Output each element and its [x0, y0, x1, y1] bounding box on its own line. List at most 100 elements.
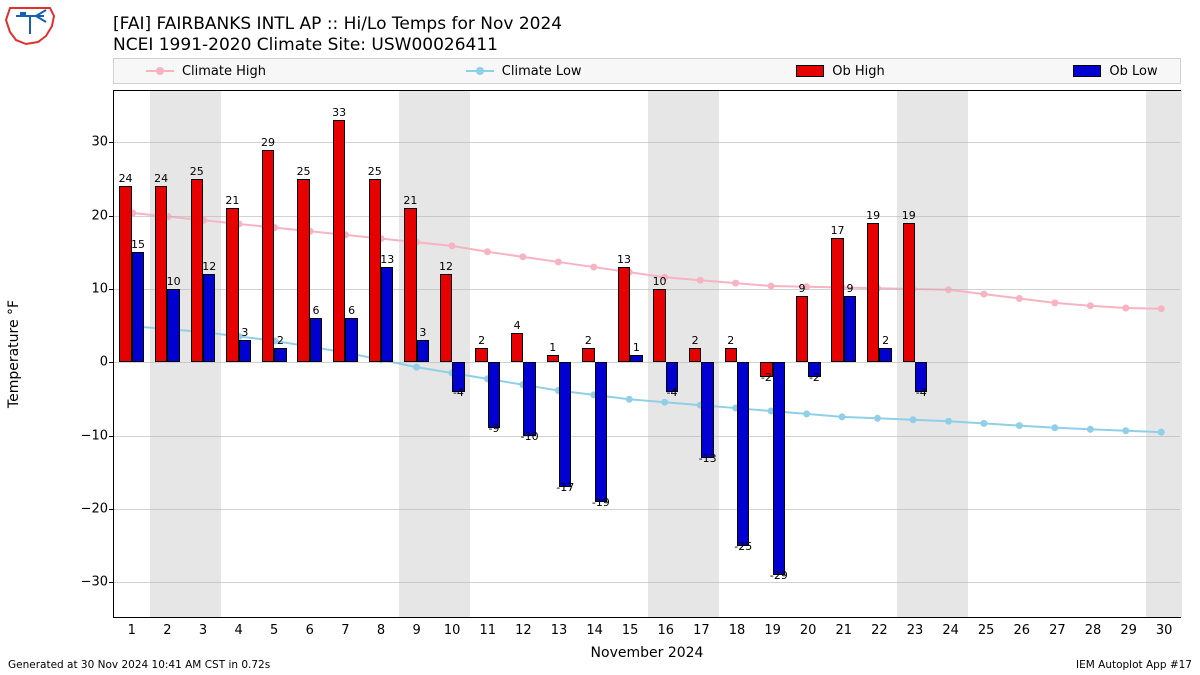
ob-high-bar: [191, 179, 203, 362]
climate-low-marker: [1087, 426, 1094, 433]
climate-low-marker: [1158, 429, 1165, 436]
bar-value-label: 19: [866, 209, 880, 222]
x-tick-label: 6: [306, 623, 314, 638]
bar-value-label: -2: [809, 371, 820, 384]
bar-value-label: -4: [916, 386, 927, 399]
ob-high-bar: [582, 348, 594, 363]
x-tick-label: 11: [480, 623, 497, 638]
legend-label: Ob High: [832, 64, 885, 79]
bar-value-label: 13: [617, 253, 631, 266]
bar-value-label: 25: [190, 165, 204, 178]
ob-low-bar: [345, 318, 357, 362]
climate-high-marker: [980, 291, 987, 298]
ob-high-bar: [796, 296, 808, 362]
x-tick-label: 29: [1120, 623, 1137, 638]
legend-item-climate-high: Climate High: [146, 64, 266, 79]
x-tick-label: 13: [551, 623, 568, 638]
ob-high-bar: [119, 186, 131, 362]
x-tick-label: 15: [622, 623, 639, 638]
x-axis-label: November 2024: [591, 645, 704, 661]
climate-high-marker: [1087, 302, 1094, 309]
ob-high-bar: [618, 267, 630, 362]
x-tick-label: 17: [693, 623, 710, 638]
ob-high-bar: [725, 348, 737, 363]
x-tick-label: 25: [978, 623, 995, 638]
ob-low-bar: [559, 362, 571, 487]
gridline: [114, 436, 1180, 437]
x-tick-label: 12: [515, 623, 532, 638]
x-tick-label: 18: [729, 623, 746, 638]
ob-high-bar: [903, 223, 915, 362]
ob-high-bar: [404, 208, 416, 362]
gridline: [114, 582, 1180, 583]
ob-low-bar: [523, 362, 535, 435]
x-tick-label: 26: [1014, 623, 1031, 638]
legend-label: Ob Low: [1109, 64, 1157, 79]
bar-value-label: 24: [119, 172, 133, 185]
bar-value-label: 17: [831, 224, 845, 237]
x-tick-label: 8: [377, 623, 385, 638]
bar-value-label: -4: [667, 386, 678, 399]
ob-high-bar: [867, 223, 879, 362]
x-tick-label: 10: [444, 623, 461, 638]
ob-high-bar: [653, 289, 665, 362]
x-tick-label: 7: [341, 623, 349, 638]
ob-high-bar: [831, 238, 843, 363]
footer-app: IEM Autoplot App #17: [1076, 659, 1192, 671]
bar-value-label: 10: [653, 275, 667, 288]
x-tick-label: 27: [1049, 623, 1066, 638]
x-tick-label: 9: [412, 623, 420, 638]
ob-low-bar: [203, 274, 215, 362]
bar-value-label: 2: [277, 334, 284, 347]
ob-high-bar: [369, 179, 381, 362]
bar-value-label: 24: [154, 172, 168, 185]
legend-label: Climate Low: [502, 64, 582, 79]
bar-value-label: 12: [439, 260, 453, 273]
x-tick-label: 3: [199, 623, 207, 638]
bar-value-label: -29: [770, 569, 788, 582]
bar-value-label: 19: [902, 209, 916, 222]
ob-low-bar: [879, 348, 891, 363]
plot-area: Temperature °F November 2024 −30−20−1001…: [113, 90, 1181, 618]
climate-low-marker: [1122, 427, 1129, 434]
bar-value-label: 2: [882, 334, 889, 347]
climate-low-marker: [661, 399, 668, 406]
bar-value-label: 3: [241, 326, 248, 339]
x-tick-label: 16: [658, 623, 675, 638]
bar-value-label: -2: [761, 371, 772, 384]
bar-value-label: -4: [453, 386, 464, 399]
ob-low-bar: [773, 362, 785, 575]
y-tick-label: 30: [91, 135, 108, 150]
bar-value-label: -17: [556, 481, 574, 494]
bar-value-label: 21: [225, 194, 239, 207]
x-tick-label: 28: [1085, 623, 1102, 638]
climate-high-marker: [519, 253, 526, 260]
bar-value-label: 1: [549, 341, 556, 354]
y-tick-label: −20: [81, 502, 108, 517]
chart-title: [FAI] FAIRBANKS INTL AP :: Hi/Lo Temps f…: [113, 14, 562, 57]
x-tick-label: 22: [871, 623, 888, 638]
x-tick-label: 23: [907, 623, 924, 638]
bar-value-label: -9: [489, 422, 500, 435]
legend-item-ob-high: Ob High: [796, 64, 885, 79]
x-tick-label: 19: [764, 623, 781, 638]
bar-value-label: 2: [478, 334, 485, 347]
title-line-2: NCEI 1991-2020 Climate Site: USW00026411: [113, 35, 562, 56]
bar-value-label: 12: [202, 260, 216, 273]
ob-low-bar: [488, 362, 500, 428]
legend: Climate High Climate Low Ob High Ob Low: [113, 58, 1181, 84]
y-tick-label: 20: [91, 208, 108, 223]
bar-value-label: 10: [167, 275, 181, 288]
climate-low-marker: [803, 410, 810, 417]
climate-low-marker: [413, 364, 420, 371]
ob-low-bar: [630, 355, 642, 362]
ob-low-bar: [381, 267, 393, 362]
bar-value-label: 25: [297, 165, 311, 178]
x-tick-label: 4: [234, 623, 242, 638]
ob-low-bar: [737, 362, 749, 545]
climate-low-marker: [1016, 422, 1023, 429]
y-tick-label: 10: [91, 282, 108, 297]
bar-value-label: 6: [348, 304, 355, 317]
ob-high-bar: [297, 179, 309, 362]
legend-label: Climate High: [182, 64, 266, 79]
